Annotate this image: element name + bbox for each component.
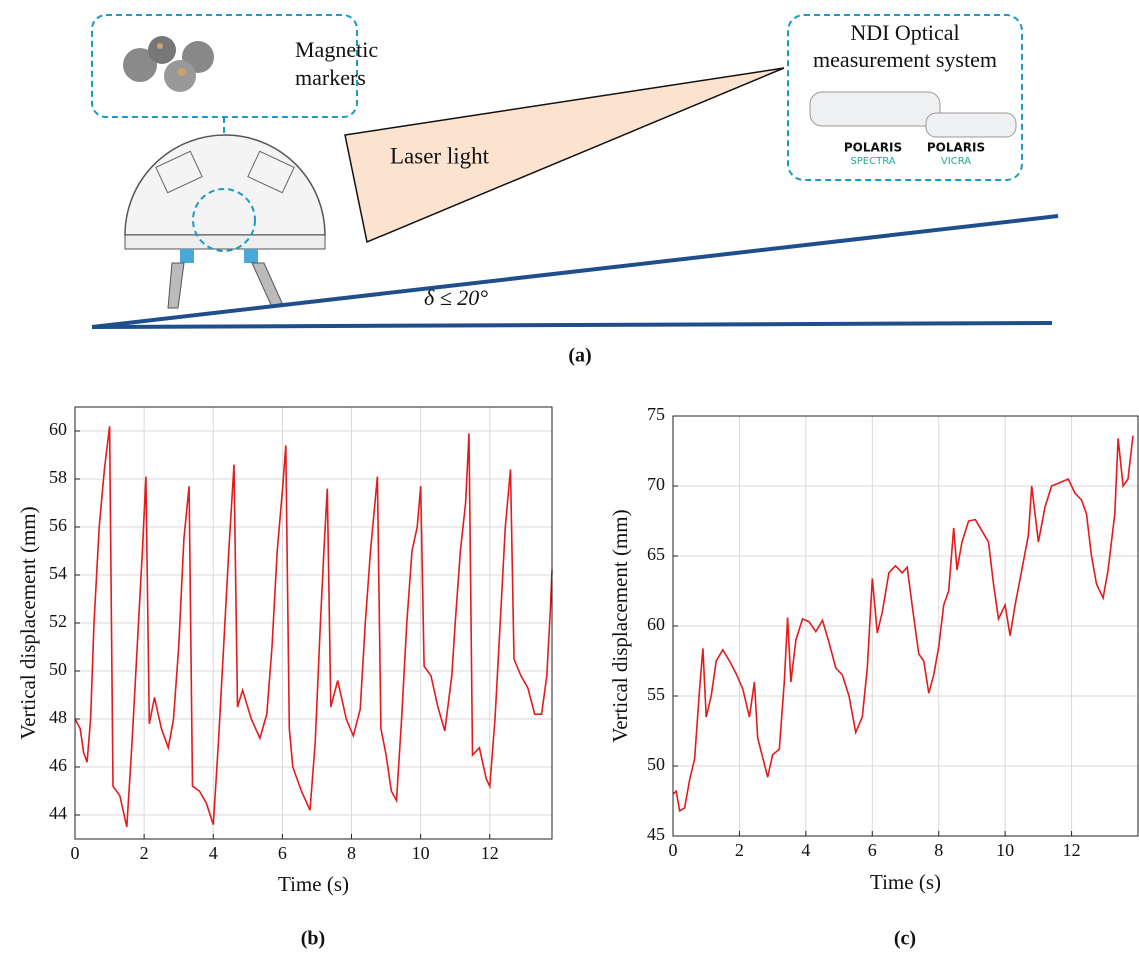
data-line [74,426,553,828]
camera [925,112,1017,138]
y-tick-label: 65 [647,544,665,564]
y-tick-label: 54 [49,563,67,583]
robot-window [247,150,295,194]
x-axis-label: Time (s) [870,870,941,894]
plot-frame [74,406,553,840]
robot-leg [244,249,258,263]
y-tick-label: 70 [647,474,665,494]
x-tick-label: 10 [996,840,1014,860]
caption: (c) [894,928,916,950]
markers-label: markers [295,65,366,90]
chart: 0 2 4 6 8 10 12 45 50 55 60 65 70 75 Time (s) Vertical … [608,404,1139,950]
data-line [672,435,1134,813]
ndi-box [787,14,1023,181]
diagram: Magnetic markers Laser light NDI Optical… [91,14,1059,367]
marker-balls [123,36,214,92]
y-axis-label: Vertical displacement (mm) [16,506,40,739]
x-tick-label: 10 [412,843,430,863]
x-tick-label: 12 [1063,840,1081,860]
y-tick-label: 52 [49,611,67,631]
x-tick-label: 0 [71,843,80,863]
y-tick-label: 55 [647,684,665,704]
robot-window [155,150,203,194]
angle-label: δ ≤ 20° [424,285,488,310]
marker-circle [192,188,256,252]
logo-text: POLARIS [927,141,985,155]
x-tick-label: 6 [278,843,287,863]
x-axis-label: Time (s) [278,872,349,896]
caption: (b) [301,928,325,950]
caption: (a) [568,345,591,367]
laser-beam [344,67,785,244]
robot-base [124,234,326,250]
y-tick-label: 48 [49,707,67,727]
y-tick-label: 75 [647,404,665,424]
y-axis-label: Vertical displacement (mm) [608,509,632,742]
x-tick-label: 6 [868,840,877,860]
robot-feet [167,262,283,309]
robot-dome [124,134,326,236]
x-tick-label: 2 [735,840,744,860]
laser-label: Laser light [390,143,490,168]
x-tick-label: 4 [209,843,218,863]
logo-text: SPECTRA [850,156,895,167]
x-tick-label: 8 [347,843,356,863]
x-tick-label: 8 [934,840,943,860]
y-tick-label: 50 [647,754,665,774]
ground-line [91,321,1053,329]
logo-text: POLARIS [844,141,902,155]
y-tick-label: 44 [49,803,67,823]
y-tick-label: 46 [49,755,67,775]
x-tick-label: 12 [481,843,499,863]
camera [809,91,941,127]
y-tick-label: 56 [49,515,67,535]
x-tick-label: 0 [669,840,678,860]
x-tick-label: 2 [140,843,149,863]
slope-line [91,214,1059,329]
y-tick-label: 50 [49,659,67,679]
x-tick-label: 4 [801,840,810,860]
y-tick-label: 58 [49,467,67,487]
plot-frame [672,415,1139,837]
ndi-label: NDI Optical [850,20,959,45]
markers-label: Magnetic [295,37,378,62]
y-tick-label: 60 [49,419,67,439]
logo-text: VICRA [941,156,971,167]
y-tick-label: 45 [647,824,665,844]
robot-leg [180,249,194,263]
ndi-label: measurement system [813,47,997,72]
y-tick-label: 60 [647,614,665,634]
